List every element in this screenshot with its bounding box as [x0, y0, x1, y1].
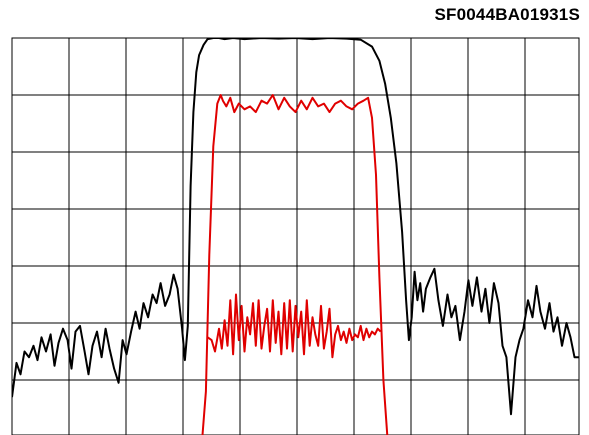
series-line-2: [201, 94, 389, 435]
series-line-1: [12, 38, 579, 416]
series-line-3: [207, 293, 382, 359]
chart-title: SF0044BA01931S: [434, 5, 580, 24]
plot-frame: [11, 37, 580, 435]
series-group: [12, 38, 579, 435]
grid: [11, 37, 580, 435]
